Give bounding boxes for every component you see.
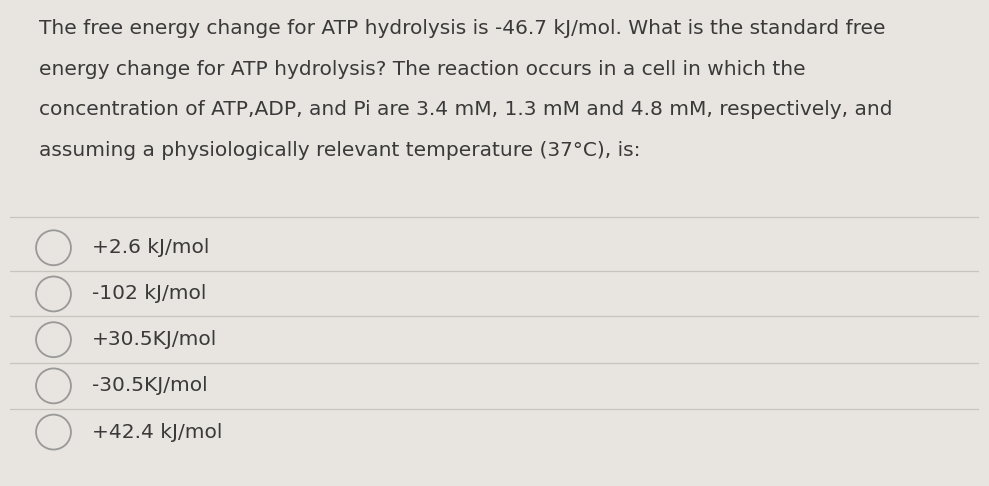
Text: assuming a physiologically relevant temperature (37°C), is:: assuming a physiologically relevant temp… [39, 140, 641, 159]
Text: concentration of ATP,ADP, and Pi are 3.4 mM, 1.3 mM and 4.8 mM, respectively, an: concentration of ATP,ADP, and Pi are 3.4… [39, 100, 892, 119]
Text: +42.4 kJ/mol: +42.4 kJ/mol [92, 423, 223, 442]
Text: The free energy change for ATP hydrolysis is -46.7 kJ/mol. What is the standard : The free energy change for ATP hydrolysi… [39, 19, 885, 38]
Text: energy change for ATP hydrolysis? The reaction occurs in a cell in which the: energy change for ATP hydrolysis? The re… [39, 60, 806, 79]
Text: +30.5KJ/mol: +30.5KJ/mol [92, 330, 218, 349]
Text: +2.6 kJ/mol: +2.6 kJ/mol [92, 238, 210, 257]
Text: -30.5KJ/mol: -30.5KJ/mol [92, 376, 208, 396]
Text: -102 kJ/mol: -102 kJ/mol [92, 284, 207, 303]
